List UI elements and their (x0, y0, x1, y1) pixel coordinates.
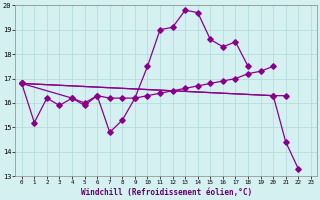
X-axis label: Windchill (Refroidissement éolien,°C): Windchill (Refroidissement éolien,°C) (81, 188, 252, 197)
